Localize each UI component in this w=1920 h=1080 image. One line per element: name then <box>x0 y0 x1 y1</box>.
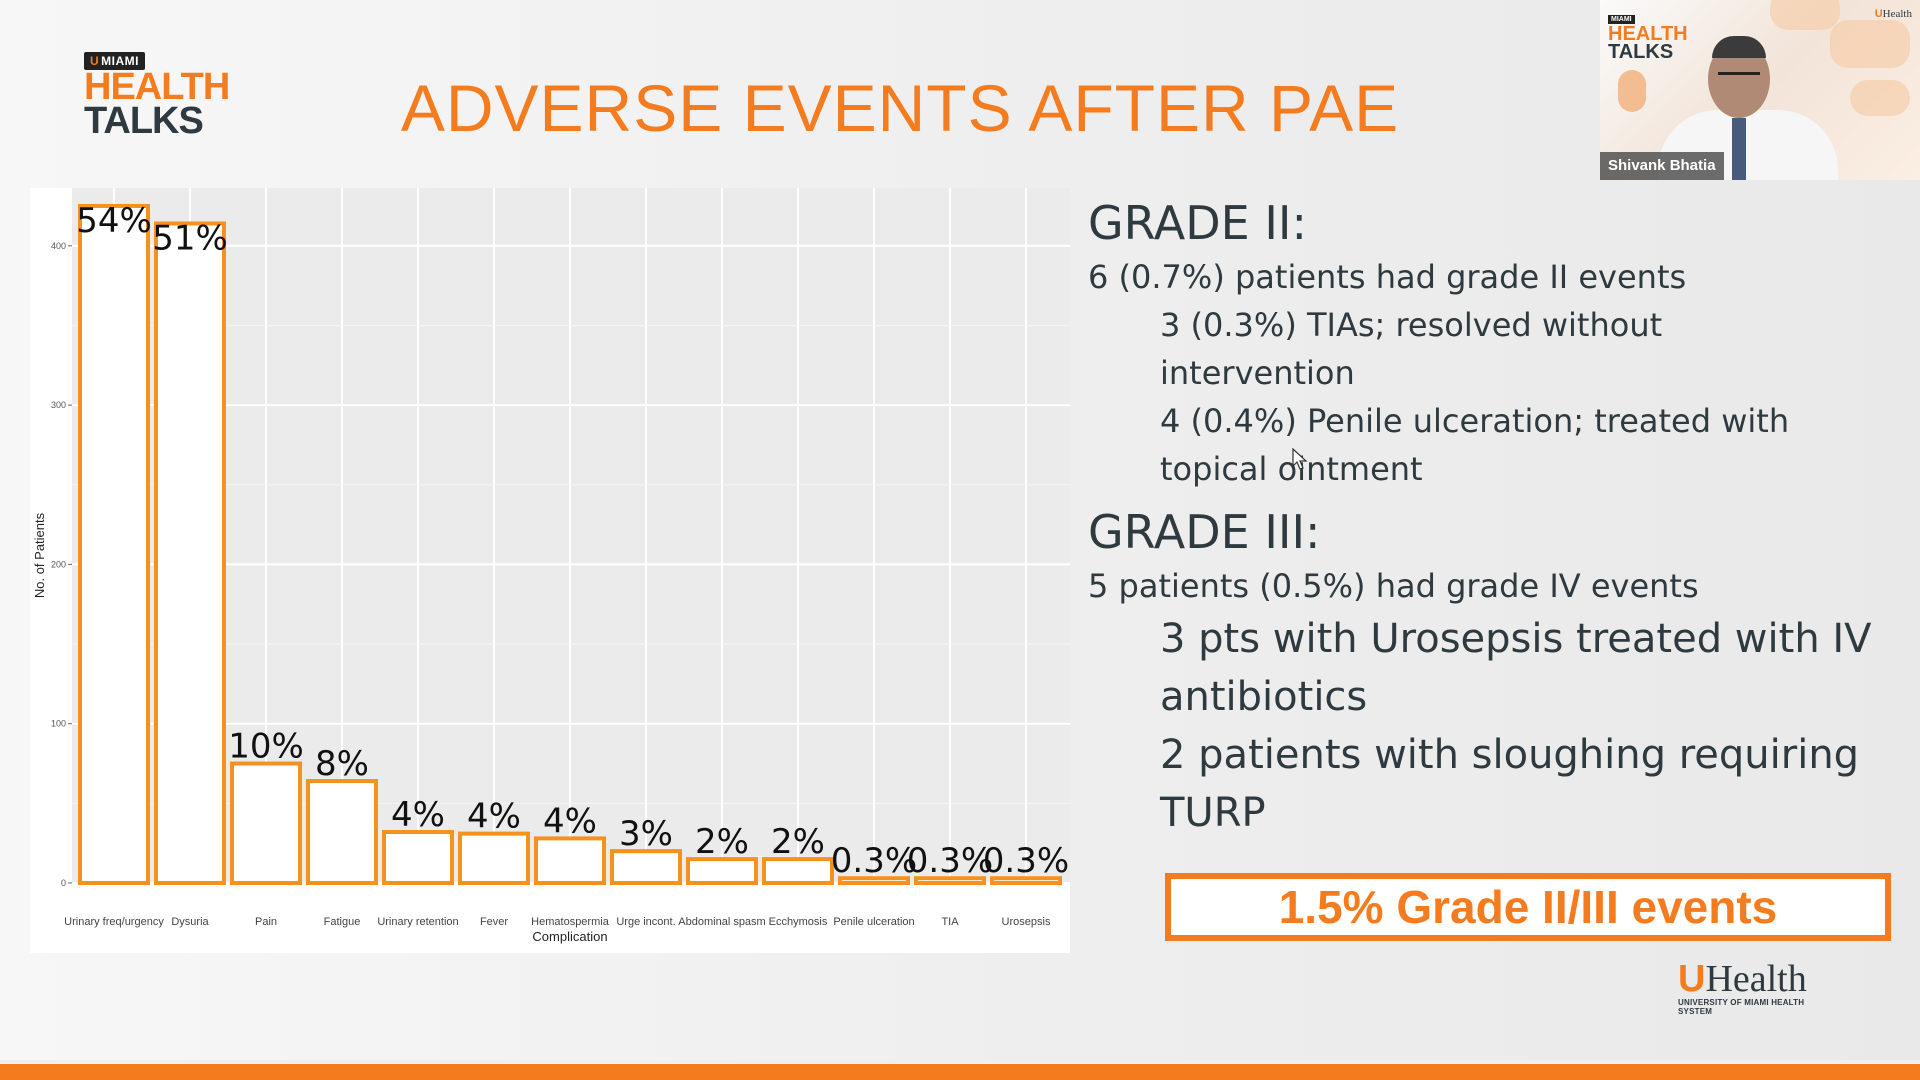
bar <box>154 221 226 886</box>
y-tick-label: 0 <box>61 878 66 888</box>
y-tick-label: 200 <box>51 559 66 569</box>
bar <box>762 857 834 886</box>
bar-data-label: 8% <box>315 744 369 784</box>
bar-data-label: 54% <box>76 201 152 241</box>
grade-3-item-1-line-1: 3 pts with Urosepsis treated with IV <box>1160 616 1872 662</box>
grade-2-summary: 6 (0.7%) patients had grade II events <box>1088 258 1687 296</box>
bg-bubble <box>1830 20 1910 68</box>
x-tick-label: Urinary freq/urgency <box>64 916 164 928</box>
speaker-name-label: Shivank Bhatia <box>1600 152 1724 180</box>
grade-2-heading: GRADE II: <box>1088 196 1307 250</box>
bg-bubble <box>1770 0 1840 30</box>
bottom-accent-bar <box>0 1064 1920 1080</box>
x-tick-label: Ecchymosis <box>769 916 828 928</box>
bar-data-label: 51% <box>152 218 228 258</box>
summary-callout-text: 1.5% Grade II/III events <box>1278 881 1778 933</box>
bar <box>382 830 454 885</box>
bar <box>990 876 1062 886</box>
miami-badge: U MIAMI <box>84 52 145 70</box>
video-logo-health: HEALTH <box>1608 23 1688 45</box>
y-axis-label: No. of Patients <box>32 512 47 598</box>
bar <box>458 831 530 885</box>
x-tick-label: Fever <box>480 916 508 928</box>
x-tick-label: Dysuria <box>171 916 209 928</box>
y-tick-label: 400 <box>51 241 66 251</box>
bar-data-label: 0.3% <box>983 841 1069 881</box>
bar-data-label: 2% <box>771 822 825 862</box>
grade-3-summary: 5 patients (0.5%) had grade IV events <box>1088 567 1699 605</box>
bg-bubble <box>1850 80 1910 116</box>
chart-svg: 0 100 200 300 400 54% Urinary freq/urgency 51% D… <box>32 188 1070 944</box>
video-miami-badge: MIAMI <box>1608 15 1635 24</box>
speaker-tie <box>1732 118 1746 180</box>
bar <box>838 876 910 886</box>
x-tick-label: Pain <box>255 916 277 928</box>
y-tick-label: 100 <box>51 719 66 729</box>
x-tick-label: Penile ulceration <box>833 916 914 928</box>
bar-data-label: 3% <box>619 814 673 854</box>
bar-data-label: 2% <box>695 822 749 862</box>
uhealth-wordmark: Health <box>1705 958 1807 1000</box>
logo-talks-text: TALKS <box>84 100 204 142</box>
grade-3-item-1-line-2: antibiotics <box>1160 674 1368 720</box>
bar <box>306 779 378 885</box>
bar-data-label: 0.3% <box>907 841 993 881</box>
speaker-hair <box>1712 36 1766 58</box>
video-health-talks-logo: MIAMI HEALTH TALKS <box>1608 6 1688 63</box>
uhealth-subtitle: UNIVERSITY OF MIAMI HEALTH SYSTEM <box>1678 998 1805 1016</box>
x-tick-label: Urosepsis <box>1002 916 1051 928</box>
x-tick-label: Urinary retention <box>377 916 458 928</box>
x-tick-label: TIA <box>941 916 959 928</box>
bar-data-label: 4% <box>543 801 597 841</box>
x-tick-label: Hematospermia <box>531 916 610 928</box>
video-uhealth-text: Health <box>1882 8 1912 20</box>
grade-2-item-2-line-1: 4 (0.4%) Penile ulceration; treated with <box>1160 402 1790 440</box>
speaker-video-tile[interactable]: MIAMI HEALTH TALKS UHealth Shivank Bhati… <box>1600 0 1920 180</box>
grade-3-item-2-line-1: 2 patients with sloughing requiring <box>1160 732 1860 778</box>
bar <box>534 836 606 885</box>
y-tick-label: 300 <box>51 400 66 410</box>
slide-title: ADVERSE EVENTS AFTER PAE <box>400 71 1400 145</box>
bar <box>914 876 986 886</box>
health-talks-logo: U MIAMI HEALTH TALKS <box>84 50 234 150</box>
bar-data-label: 10% <box>228 727 304 767</box>
grade-3-heading: GRADE III: <box>1088 505 1321 559</box>
uhealth-u-mark: U <box>1678 958 1706 1000</box>
bar <box>78 203 150 886</box>
bar <box>610 849 682 885</box>
grade-2-item-1-line-1: 3 (0.3%) TIAs; resolved without <box>1160 306 1663 344</box>
x-tick-label: Urge incont. <box>616 916 675 928</box>
grade-2-item-2-line-2: topical ointment <box>1160 450 1423 488</box>
x-tick-label: Fatigue <box>324 916 361 928</box>
bar-data-label: 0.3% <box>831 841 917 881</box>
grade-3-item-2-line-2: TURP <box>1160 790 1266 836</box>
video-uhealth-logo: UHealth <box>1874 8 1912 20</box>
bar-data-label: 4% <box>391 795 445 835</box>
speaker-glasses <box>1718 72 1760 85</box>
bar-chart: 0 100 200 300 400 54% Urinary freq/urgency 51% D… <box>30 188 1070 953</box>
bar-data-label: 4% <box>467 797 521 837</box>
summary-callout-box: 1.5% Grade II/III events <box>1165 873 1891 941</box>
logo-health-text: HEALTH <box>84 66 230 108</box>
x-axis-label: Complication <box>532 929 607 944</box>
bar <box>230 761 302 885</box>
uhealth-logo: UHealth UNIVERSITY OF MIAMI HEALTH SYSTE… <box>1678 958 1838 1016</box>
grade-2-item-1-line-2: intervention <box>1160 354 1355 392</box>
video-logo-talks: TALKS <box>1608 41 1674 63</box>
microphone-icon <box>1618 70 1646 112</box>
bar <box>686 857 758 886</box>
mouse-pointer-icon <box>1292 448 1308 470</box>
x-tick-label: Abdominal spasm <box>678 916 765 928</box>
